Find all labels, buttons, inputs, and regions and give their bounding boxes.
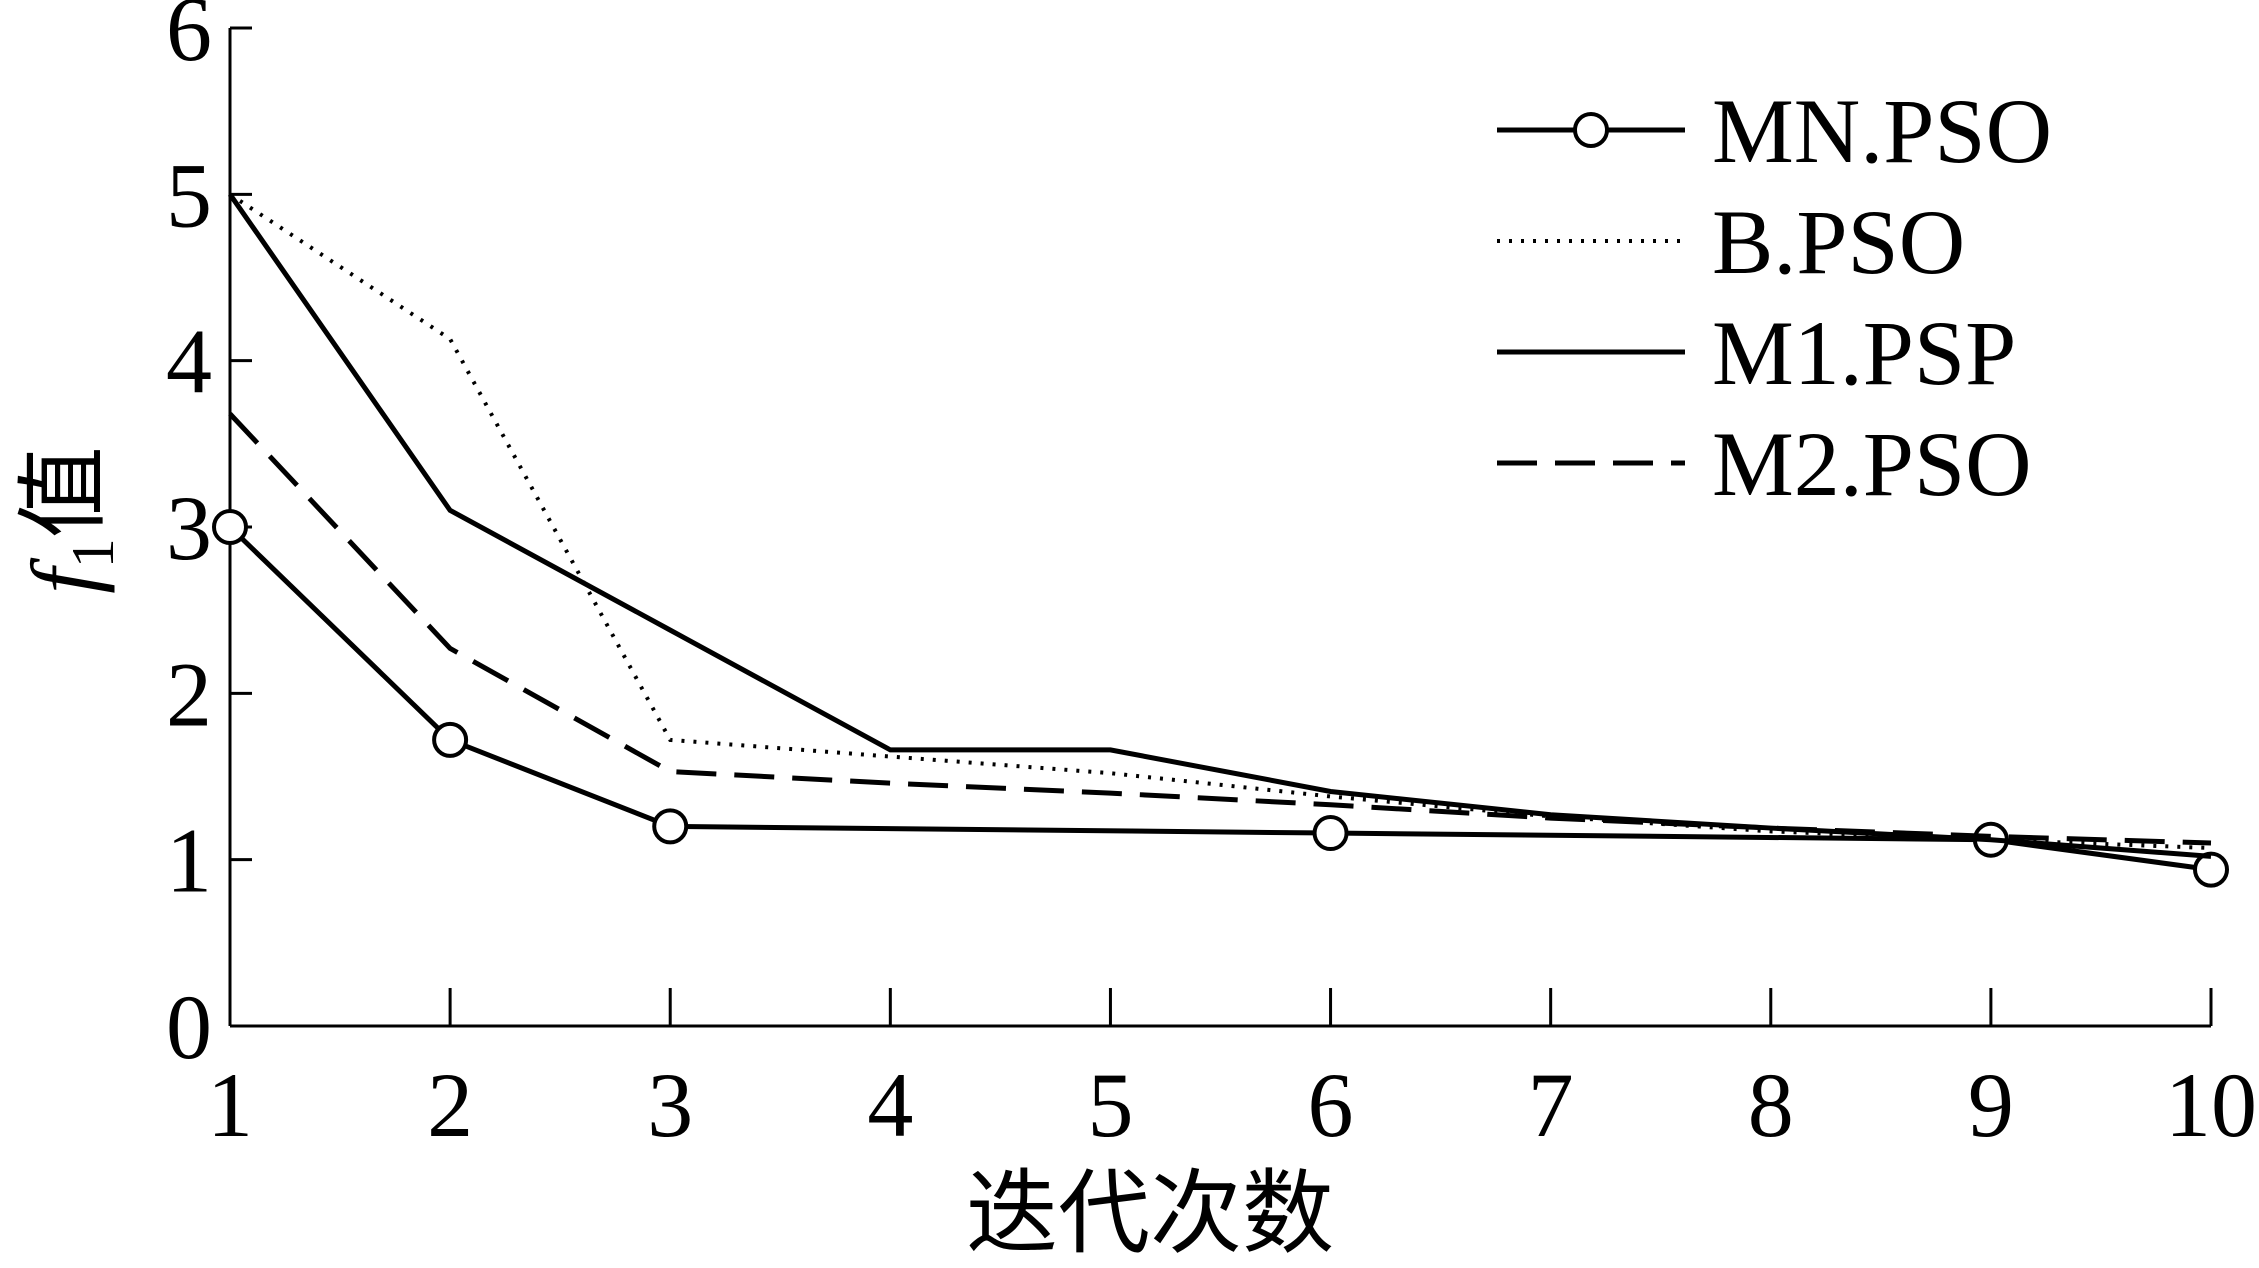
y-tick-label: 2 bbox=[166, 643, 212, 745]
x-tick-label: 4 bbox=[867, 1054, 913, 1156]
y-tick-label: 3 bbox=[166, 477, 212, 579]
y-tick-label: 5 bbox=[166, 144, 212, 246]
y-subscript: 1 bbox=[60, 538, 126, 568]
y-tick-label: 0 bbox=[166, 976, 212, 1078]
legend-marker bbox=[1573, 112, 1609, 148]
x-tick-label: 5 bbox=[1087, 1054, 1133, 1156]
series-line bbox=[227, 192, 2212, 859]
legend-label: M2.PSO bbox=[1712, 413, 2032, 515]
x-tick-label: 7 bbox=[1528, 1054, 1574, 1156]
x-tick-label: 3 bbox=[647, 1054, 693, 1156]
series-line bbox=[228, 412, 2212, 846]
y-axis-label-text: f1值 bbox=[13, 446, 126, 594]
point-marker bbox=[432, 721, 469, 758]
x-axis-label: 迭代次数 bbox=[966, 1163, 1334, 1265]
y-axis-label: f1值 bbox=[13, 446, 126, 594]
point-marker bbox=[1312, 815, 1349, 852]
series-line bbox=[228, 192, 2212, 851]
y-text: 值 bbox=[13, 446, 115, 538]
x-tick-label: 1 bbox=[207, 1054, 253, 1156]
legend-label: MN.PSO bbox=[1712, 80, 2052, 182]
y-tick-label: 1 bbox=[166, 810, 212, 912]
y-tick-label: 6 bbox=[166, 0, 212, 80]
x-tick-label: 8 bbox=[1748, 1054, 1794, 1156]
point-marker bbox=[2193, 851, 2229, 888]
series-line bbox=[228, 525, 2212, 873]
y-tick-label: 4 bbox=[166, 311, 212, 413]
point-marker bbox=[212, 509, 248, 545]
legend-label: M1.PSP bbox=[1712, 302, 2016, 404]
legend-label: B.PSO bbox=[1712, 191, 1965, 293]
x-tick-label: 10 bbox=[2165, 1054, 2257, 1156]
x-tick-label: 9 bbox=[1968, 1054, 2014, 1156]
x-tick-label: 6 bbox=[1308, 1054, 1354, 1156]
x-tick-label: 2 bbox=[427, 1054, 473, 1156]
point-marker bbox=[652, 808, 689, 845]
